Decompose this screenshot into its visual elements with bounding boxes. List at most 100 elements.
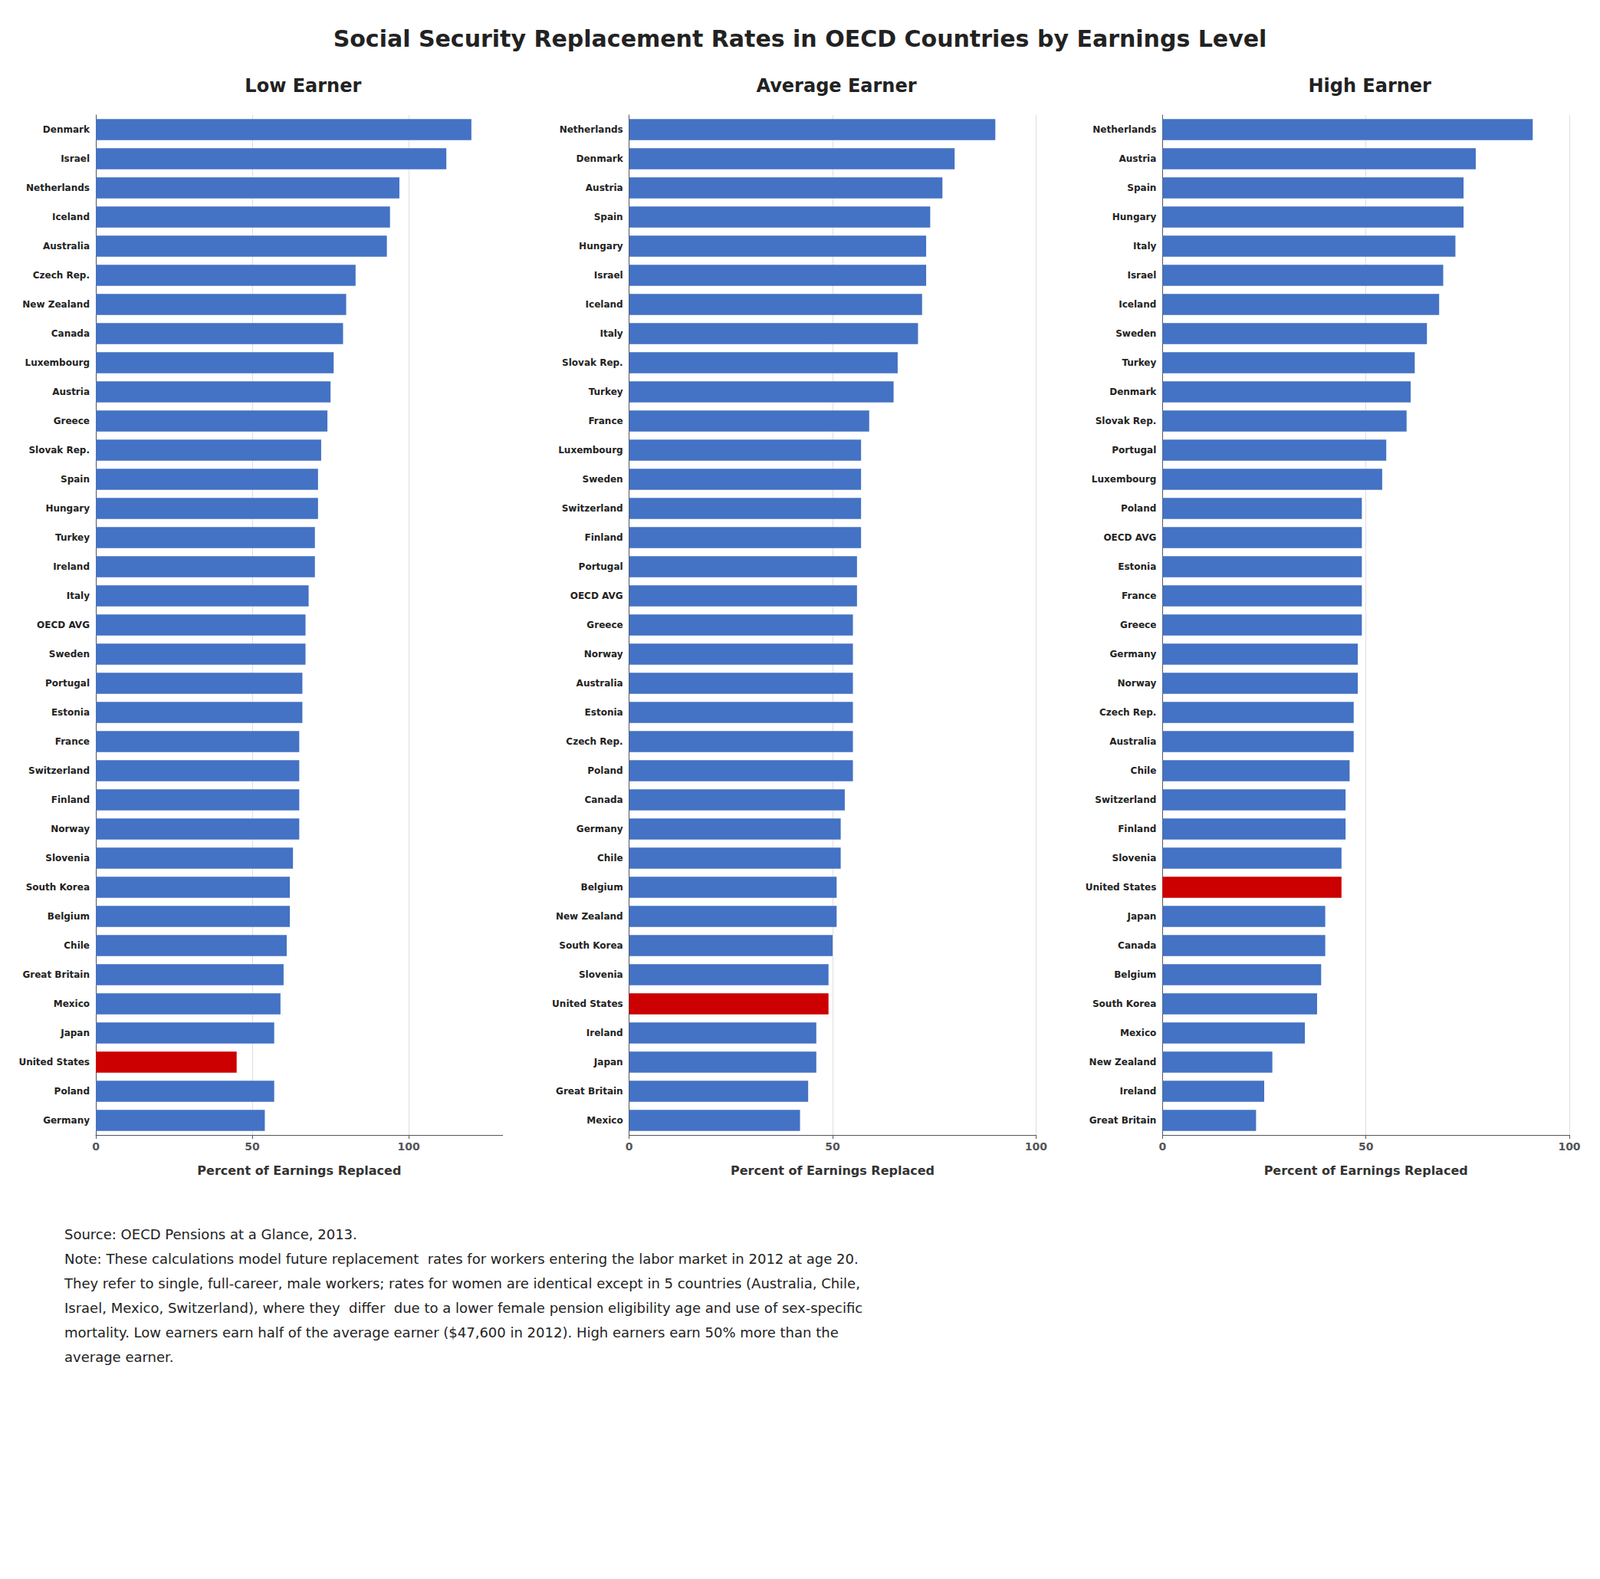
svg-text:Turkey: Turkey [55,532,90,543]
svg-text:Israel, Mexico, Switzerland),: Israel, Mexico, Switzerland), where they… [64,1299,863,1316]
svg-text:Iceland: Iceland [1118,298,1157,310]
svg-text:Ireland: Ireland [586,1027,624,1039]
svg-text:France: France [1121,590,1157,602]
svg-text:France: France [588,415,623,427]
svg-text:Ireland: Ireland [1119,1085,1157,1097]
svg-text:Hungary: Hungary [578,240,624,252]
svg-text:Sweden: Sweden [49,648,90,660]
svg-text:Great Britain: Great Britain [1089,1114,1157,1126]
svg-text:Greece: Greece [53,415,90,427]
svg-text:Czech Rep.: Czech Rep. [32,269,90,281]
svg-text:Israel: Israel [594,269,624,281]
svg-text:Denmark: Denmark [1109,386,1157,398]
svg-text:Greece: Greece [586,619,623,631]
svg-text:Sweden: Sweden [1115,328,1157,339]
svg-text:Switzerland: Switzerland [1094,794,1157,805]
svg-text:Belgium: Belgium [47,910,90,922]
svg-text:Finland: Finland [51,794,90,805]
svg-text:Switzerland: Switzerland [561,502,624,514]
svg-text:Great Britain: Great Britain [555,1085,624,1097]
svg-text:New Zealand: New Zealand [555,910,624,922]
svg-text:Hungary: Hungary [45,502,90,514]
svg-text:Poland: Poland [54,1085,90,1097]
svg-text:Canada: Canada [584,794,623,805]
svg-text:Percent of Earnings Replaced: Percent of Earnings Replaced [730,1163,935,1178]
svg-text:Poland: Poland [1120,502,1157,514]
svg-text:50: 50 [824,1140,841,1153]
svg-text:Turkey: Turkey [1121,357,1157,368]
svg-text:Portugal: Portugal [1111,444,1157,456]
svg-text:Netherlands: Netherlands [559,124,624,135]
svg-text:Slovak Rep.: Slovak Rep. [1095,415,1157,427]
svg-text:Denmark: Denmark [42,124,91,135]
svg-text:Estonia: Estonia [1117,561,1157,572]
svg-text:Germany: Germany [576,823,624,835]
svg-text:Iceland: Iceland [52,211,90,223]
svg-text:Austria: Austria [52,386,90,398]
svg-text:Israel: Israel [1126,269,1157,281]
svg-text:Slovenia: Slovenia [578,969,624,980]
svg-text:Netherlands: Netherlands [26,182,90,194]
svg-text:Japan: Japan [593,1056,624,1068]
svg-text:Portugal: Portugal [45,677,90,689]
svg-text:Note: These calculations model: Note: These calculations model future re… [64,1250,859,1267]
svg-text:Slovak Rep.: Slovak Rep. [561,357,624,368]
svg-text:Spain: Spain [1126,182,1157,194]
svg-text:Turkey: Turkey [588,386,624,398]
svg-text:Estonia: Estonia [51,706,90,718]
svg-text:South Korea: South Korea [26,881,90,893]
svg-text:OECD AVG: OECD AVG [1103,532,1157,543]
svg-text:South Korea: South Korea [558,939,623,951]
svg-text:Norway: Norway [1117,677,1157,689]
svg-text:They refer to single, full-car: They refer to single, full-career, male … [63,1274,861,1292]
svg-text:mortality. Low earners earn ha: mortality. Low earners earn half of the … [64,1324,839,1341]
svg-text:Germany: Germany [1109,648,1157,660]
svg-text:Luxembourg: Luxembourg [1091,473,1157,485]
svg-text:Czech Rep.: Czech Rep. [565,735,623,747]
svg-text:Austria: Austria [1118,153,1157,165]
svg-text:Spain: Spain [60,473,90,485]
svg-text:average earner.: average earner. [64,1348,175,1365]
svg-text:Germany: Germany [42,1114,90,1126]
svg-text:France: France [55,735,90,747]
svg-text:Spain: Spain [594,211,624,223]
svg-text:United States: United States [1085,881,1157,893]
svg-text:Australia: Australia [1109,735,1157,747]
svg-text:Norway: Norway [50,823,90,835]
svg-text:Greece: Greece [1120,619,1157,631]
svg-text:New Zealand: New Zealand [1089,1056,1157,1068]
svg-text:Iceland: Iceland [585,298,624,310]
svg-text:Percent of Earnings Replaced: Percent of Earnings Replaced [197,1163,401,1178]
svg-text:Finland: Finland [584,532,623,543]
svg-text:New Zealand: New Zealand [22,298,90,310]
svg-text:Mexico: Mexico [1120,1027,1157,1039]
svg-text:South Korea: South Korea [1092,998,1157,1009]
svg-text:United States: United States [551,998,624,1009]
svg-text:0: 0 [1158,1140,1167,1153]
svg-text:Australia: Australia [42,240,90,252]
svg-text:Social Security Replacement Ra: Social Security Replacement Rates in OEC… [333,25,1268,53]
svg-text:OECD AVG: OECD AVG [36,619,90,631]
svg-text:Czech Rep.: Czech Rep. [1099,706,1157,718]
svg-text:Slovenia: Slovenia [1112,852,1157,864]
svg-text:Luxembourg: Luxembourg [25,357,90,368]
svg-text:Hungary: Hungary [1112,211,1157,223]
svg-text:OECD AVG: OECD AVG [570,590,624,602]
svg-text:Mexico: Mexico [586,1114,623,1126]
svg-text:Chile: Chile [597,852,624,864]
svg-text:100: 100 [1557,1140,1581,1153]
svg-text:Switzerland: Switzerland [28,765,90,776]
svg-text:50: 50 [244,1140,260,1153]
svg-text:Great Britain: Great Britain [22,969,90,980]
svg-text:Austria: Austria [585,182,624,194]
svg-text:Average Earner: Average Earner [755,75,917,97]
svg-text:50: 50 [1358,1140,1374,1153]
svg-text:Mexico: Mexico [53,998,90,1009]
svg-text:100: 100 [1025,1140,1048,1153]
svg-text:Finland: Finland [1117,823,1157,835]
svg-text:Percent of Earnings Replaced: Percent of Earnings Replaced [1264,1163,1469,1178]
svg-text:Estonia: Estonia [584,706,624,718]
svg-text:Poland: Poland [587,765,623,776]
svg-text:Belgium: Belgium [1113,969,1157,980]
svg-text:Canada: Canada [1117,939,1157,951]
